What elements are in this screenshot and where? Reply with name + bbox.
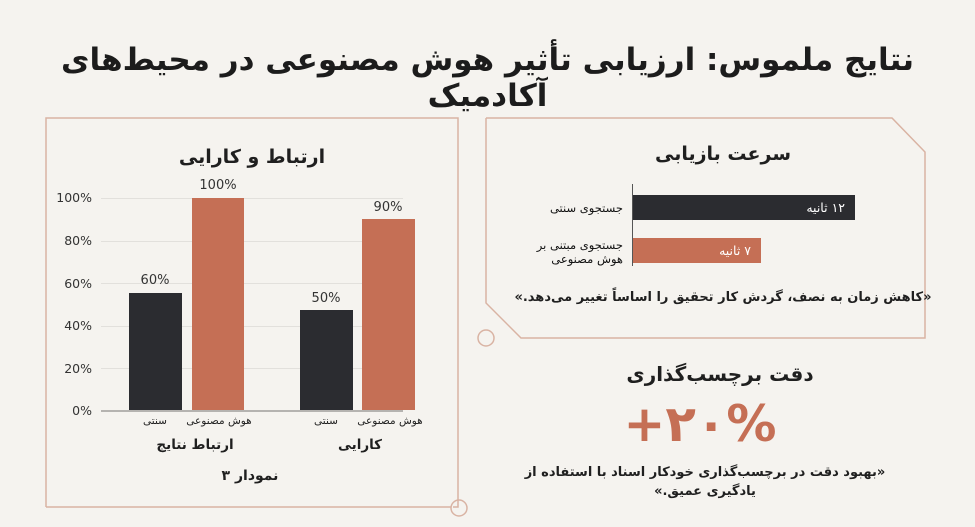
bar-value-label: 50% — [311, 291, 341, 306]
quote-line: «بهبود دقت در برچسب‌گذاری خودکار اسناد ب… — [524, 465, 886, 480]
group-label: ارتباط نتایج — [156, 437, 234, 453]
row-label-line: هوش مصنوعی — [551, 252, 623, 266]
y-tick: 40% — [64, 318, 92, 333]
bar-ai-search: ۷ ثانیه — [633, 238, 761, 263]
gridline — [101, 326, 403, 327]
x-label: سنتی — [143, 415, 167, 427]
y-tick: 60% — [64, 276, 92, 291]
accuracy-quote: «بهبود دقت در برچسب‌گذاری خودکار اسناد ب… — [520, 463, 890, 501]
group-label: کارایی — [337, 437, 383, 453]
bar-relevance-ai — [192, 198, 244, 410]
row-label-line: جستجوی مبتنی بر — [536, 238, 623, 252]
row-label-ai: جستجوی مبتنی بر هوش مصنوعی — [537, 238, 623, 266]
page-title: نتایج ملموس: ارزیابی تأثیر هوش مصنوعی در… — [61, 42, 914, 114]
gridline — [101, 198, 403, 199]
bar-value-label: ۱۲ ثانیه — [806, 200, 845, 215]
y-axis — [632, 184, 633, 266]
chart-caption: نمودار ۳ — [221, 468, 279, 484]
row-label-traditional: جستجوی سنتی — [549, 201, 623, 215]
quote-line: یادگیری عمیق.» — [654, 484, 756, 499]
gridline — [101, 368, 403, 369]
accuracy-title: دقت برچسب‌گذاری — [626, 362, 814, 386]
bar-value-label: 100% — [199, 178, 237, 193]
accuracy-big-value: +۲۰% — [623, 395, 777, 453]
bar-traditional-search: ۱۲ ثانیه — [633, 195, 855, 220]
y-tick: 0% — [72, 403, 92, 418]
bar-value-label: ۷ ثانیه — [719, 243, 751, 258]
x-label: هوش مصنوعی — [357, 415, 423, 427]
bar-efficiency-traditional — [300, 310, 353, 410]
gridline — [101, 283, 403, 284]
chart-title: ارتباط و کارایی — [178, 146, 326, 168]
bar-value-label: 90% — [373, 200, 403, 215]
y-tick: 20% — [64, 361, 92, 376]
x-axis — [101, 410, 403, 412]
speed-title: سرعت بازیابی — [654, 143, 792, 165]
bar-relevance-traditional — [129, 293, 182, 410]
x-label: سنتی — [314, 415, 338, 427]
gridline — [101, 241, 403, 242]
x-label: هوش مصنوعی — [186, 415, 252, 427]
y-tick: 80% — [64, 233, 92, 248]
speed-quote: «کاهش زمان به نصف، گردش کار تحقیق را اسا… — [514, 290, 932, 305]
y-tick: 100% — [56, 190, 92, 205]
bar-value-label: 60% — [140, 273, 170, 288]
bar-efficiency-ai — [362, 219, 415, 410]
